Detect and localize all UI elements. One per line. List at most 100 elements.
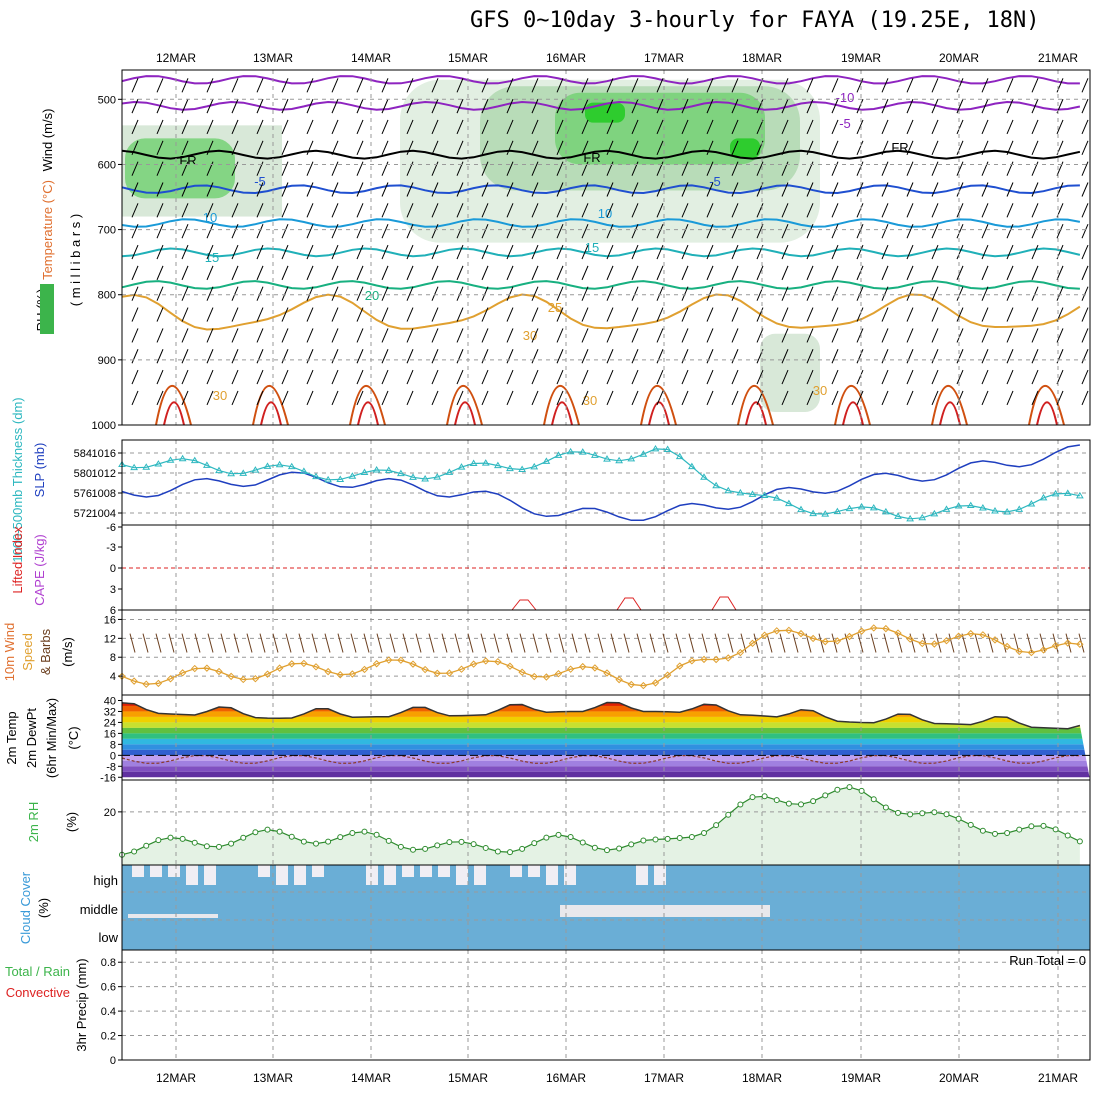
wind-barb <box>456 140 464 156</box>
thickness-marker <box>506 464 514 472</box>
rh-marker <box>616 845 623 852</box>
wind-barb <box>331 119 339 135</box>
rh-marker <box>325 838 332 845</box>
wind-barb <box>581 265 589 281</box>
contour-label: 25 <box>548 300 562 315</box>
wind-barb <box>131 244 139 260</box>
wind-barb <box>556 244 564 260</box>
wind-barb <box>581 390 589 406</box>
cloud-gap <box>258 865 270 877</box>
thickness-marker <box>833 507 842 515</box>
wind-barb <box>681 203 689 218</box>
wind-barb <box>381 328 389 343</box>
wind-barb <box>481 161 489 176</box>
thickness-marker <box>821 510 830 517</box>
wind-speed-marker <box>227 672 235 681</box>
wind-barb <box>493 633 500 653</box>
thickness-marker <box>906 514 915 522</box>
wind-barb <box>981 244 989 260</box>
wind-barb <box>856 369 864 385</box>
rh-marker <box>664 835 671 842</box>
rh-marker <box>895 809 901 816</box>
wind-barb <box>131 307 139 322</box>
date-label-bottom: 15MAR <box>448 1071 488 1085</box>
contour-label: FR <box>891 140 908 155</box>
rh-marker <box>337 834 344 841</box>
wind-barb <box>406 140 414 156</box>
wind-barb <box>246 633 253 653</box>
rh-marker <box>155 837 162 844</box>
wind-barb <box>181 307 189 322</box>
temperature-contour <box>745 401 767 426</box>
thickness-marker <box>615 456 624 464</box>
thickness-marker <box>566 447 575 455</box>
label-millibars: ( m i l l i b a r s ) <box>68 214 83 306</box>
wind-barb <box>906 349 914 364</box>
wind-barb <box>631 140 639 156</box>
temperature-contour <box>349 385 386 426</box>
wind-barb <box>681 140 689 156</box>
wind-barb <box>506 349 514 364</box>
wind-barb <box>956 161 964 176</box>
wind-speed-marker <box>203 664 211 672</box>
wind-speed-marker <box>300 659 308 668</box>
wind-barb <box>356 265 364 281</box>
wind-barb <box>431 265 439 281</box>
wind-barb <box>831 244 839 260</box>
wind-barb <box>256 119 264 135</box>
wind-barb <box>481 98 489 114</box>
wind-barb <box>906 119 914 135</box>
wind-barb <box>781 78 789 93</box>
wind-barb <box>883 633 890 653</box>
wind-speed-marker <box>251 674 260 683</box>
wind-barb <box>656 119 664 135</box>
contour-label: -5 <box>839 116 851 131</box>
wind-barb <box>1006 223 1014 239</box>
temperature-contour <box>834 385 871 426</box>
wind-barb <box>281 349 289 364</box>
wind-barb <box>456 98 464 114</box>
label-speed: Speed <box>20 633 35 671</box>
wind-tick-label: 4 <box>110 671 116 683</box>
wind-barb <box>706 140 714 156</box>
wind-barb <box>606 265 614 281</box>
wind-speed-marker <box>191 664 199 673</box>
wind-barb <box>281 369 289 385</box>
wind-barb <box>431 223 439 239</box>
rh-marker <box>604 847 610 854</box>
wind-barb <box>1081 349 1089 364</box>
temp-band <box>122 733 1090 739</box>
wind-barb <box>931 203 939 218</box>
wind-barb <box>298 633 305 653</box>
wind-barb <box>1031 119 1039 135</box>
date-label-bottom: 14MAR <box>351 1071 391 1085</box>
rh-marker <box>943 811 950 818</box>
wind-barb <box>675 633 682 653</box>
wind-barb <box>1000 633 1007 653</box>
thickness-marker <box>1015 505 1024 512</box>
thickness-marker <box>1051 489 1060 497</box>
temp-tick-label: 32 <box>104 706 116 718</box>
cloud-gap <box>294 865 306 885</box>
wind-barb <box>168 633 175 653</box>
wind-barb <box>131 265 139 281</box>
cloud-level-label: middle <box>80 902 118 917</box>
wind-barb <box>1081 98 1089 114</box>
rh-marker <box>907 811 914 818</box>
wind-barb <box>831 265 839 281</box>
wind-barb <box>155 633 162 653</box>
wind-barb <box>156 119 164 135</box>
wind-barb <box>731 98 739 114</box>
label-rh-unit: (%) <box>64 812 79 832</box>
wind-barb <box>981 223 989 239</box>
wind-barb <box>906 78 914 93</box>
wind-barb <box>156 349 164 364</box>
temperature-contour <box>551 401 573 426</box>
wind-barb <box>606 328 614 343</box>
cloud-gap <box>546 865 558 885</box>
wind-barb <box>506 328 514 343</box>
wind-barb <box>545 633 552 653</box>
rh-marker <box>313 840 319 847</box>
rh-marker <box>397 843 404 850</box>
wind-barb <box>948 633 955 653</box>
